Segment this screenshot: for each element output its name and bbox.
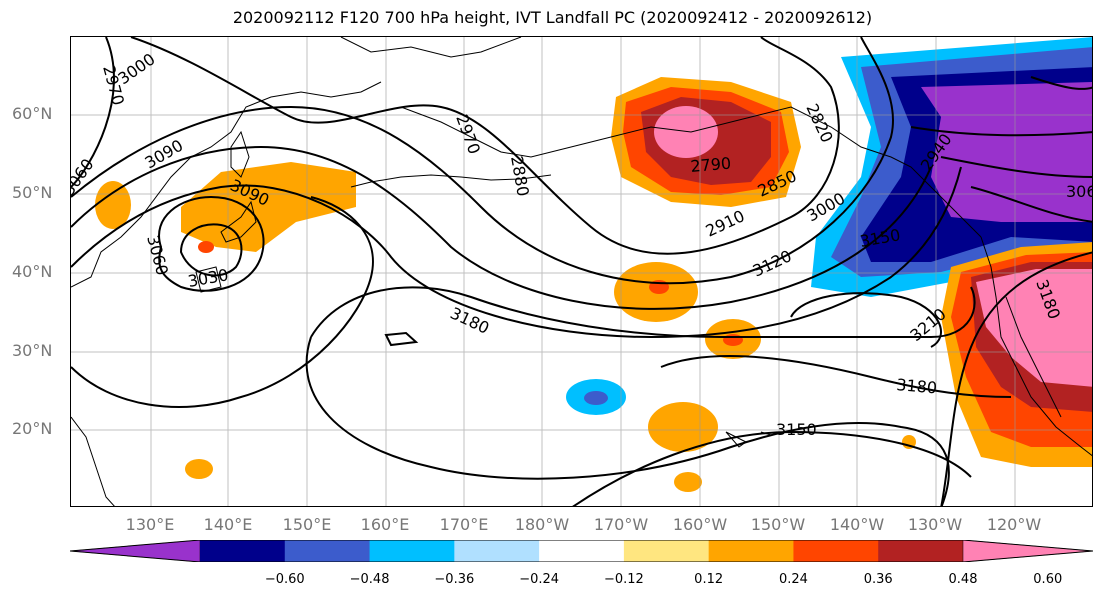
colorbar-segment: [200, 540, 286, 562]
positive-anomaly-region: [723, 334, 743, 346]
contour-label: 3000: [114, 49, 158, 88]
colorbar-tick-label: 0.12: [694, 572, 724, 587]
colorbar-segment: [539, 540, 625, 562]
contour-label: 3060: [71, 155, 98, 199]
positive-anomaly-region: [198, 241, 214, 253]
lat-label: 40°N: [12, 262, 53, 281]
contour-line: [310, 286, 976, 339]
colorbar-segment: [369, 540, 455, 562]
contour-label: 3180: [896, 375, 938, 397]
lat-label: 30°N: [12, 341, 53, 360]
north-coast: [340, 37, 522, 58]
colorbar-segment: [878, 540, 964, 562]
colorbar-tick-label: −0.24: [519, 572, 560, 587]
lon-label: 150°W: [750, 515, 806, 534]
contour-label: 3060: [1066, 182, 1093, 201]
colorbar-segment: [454, 540, 540, 562]
colorbar-tick-label: 0.24: [778, 572, 808, 587]
contour-line: [384, 331, 419, 347]
lon-label: 130°E: [125, 515, 175, 534]
lat-label: 20°N: [12, 419, 53, 438]
contour-label: 2790: [690, 154, 732, 176]
contour-line: [1030, 76, 1092, 90]
contour-line: [179, 223, 243, 277]
positive-anomaly-region: [95, 181, 131, 229]
lat-label: 50°N: [12, 183, 53, 202]
contour-line: [970, 186, 1092, 223]
contour-line: [572, 430, 972, 506]
lon-label: 170°E: [439, 515, 489, 534]
shading-layer: [95, 37, 1092, 492]
map-panel: 2970 3000 3090 3060 3090 3060 3030 2970 …: [70, 36, 1093, 507]
aleutian-islands: [350, 174, 552, 188]
contour-line: [71, 37, 115, 188]
colorbar-tick-label: −0.12: [603, 572, 644, 587]
contour-line: [940, 251, 1092, 506]
colorbar-segment: [708, 540, 794, 562]
contour-line: [71, 196, 374, 408]
lon-label: 180°W: [514, 515, 570, 534]
contour-line: [910, 126, 1092, 137]
map-canvas: 2970 3000 3090 3060 3090 3060 3030 2970 …: [71, 37, 1093, 506]
colorbar-tick-label: −0.36: [434, 572, 475, 587]
lat-label: 60°N: [12, 104, 53, 123]
colorbar-extend-low: [70, 540, 201, 562]
colorbar-extend-high: [962, 540, 1093, 562]
positive-anomaly-region: [654, 106, 718, 158]
colorbar-tick-label: −0.60: [264, 572, 305, 587]
contour-line: [305, 336, 950, 506]
height-contours: [71, 37, 1092, 506]
alaska-coastline: [400, 106, 982, 238]
contour-label: 2910: [703, 206, 748, 240]
contour-line: [940, 156, 1092, 178]
contour-line: [71, 37, 894, 285]
lon-label: 160°E: [360, 515, 410, 534]
positive-anomaly-region: [976, 269, 1092, 387]
contour-label: 2820: [802, 101, 836, 146]
colorbar-tick-label: −0.48: [349, 572, 390, 587]
contour-label: 3180: [447, 303, 492, 337]
lon-label: 130°W: [907, 515, 963, 534]
japan-coastline: [195, 200, 257, 293]
contour-line: [71, 166, 962, 339]
contour-label: 3150: [776, 420, 817, 439]
colorbar-tick-label: 0.48: [948, 572, 978, 587]
contour-line: [790, 292, 942, 348]
colorbar-tick-label: 0.60: [1033, 572, 1063, 587]
negative-anomaly-region: [584, 391, 608, 405]
contour-line: [71, 145, 932, 310]
positive-anomaly-region: [185, 459, 213, 479]
positive-anomaly-region: [674, 472, 702, 492]
contour-label: 3060: [143, 233, 172, 277]
colorbar-tick-label: 0.36: [863, 572, 893, 587]
lon-label: 150°E: [282, 515, 332, 534]
negative-anomaly-region: [921, 82, 1092, 222]
contour-line: [660, 355, 1012, 398]
colorbar-segment: [793, 540, 879, 562]
philippines-coastline: [71, 416, 115, 506]
asia-coastline: [71, 81, 382, 288]
lon-label: 140°E: [203, 515, 253, 534]
north-america-coastline: [980, 236, 1092, 457]
contour-label: 2970: [452, 112, 484, 157]
map-title: 2020092112 F120 700 hPa height, IVT Land…: [232, 8, 873, 27]
contour-label: 2880: [507, 154, 533, 197]
coastlines: [71, 37, 1092, 506]
lon-label: 120°W: [986, 515, 1042, 534]
colorbar-segment: [284, 540, 371, 562]
lon-label: 140°W: [829, 515, 885, 534]
lon-label: 170°W: [593, 515, 649, 534]
kamchatka-coastline: [230, 130, 250, 178]
baja-coastline: [1005, 296, 1062, 418]
contour-label: 3120: [750, 246, 795, 280]
lon-label: 160°W: [672, 515, 728, 534]
colorbar: [70, 540, 1093, 562]
contour-line: [130, 37, 840, 255]
colorbar-segment: [623, 540, 710, 562]
contour-line: [158, 195, 265, 292]
